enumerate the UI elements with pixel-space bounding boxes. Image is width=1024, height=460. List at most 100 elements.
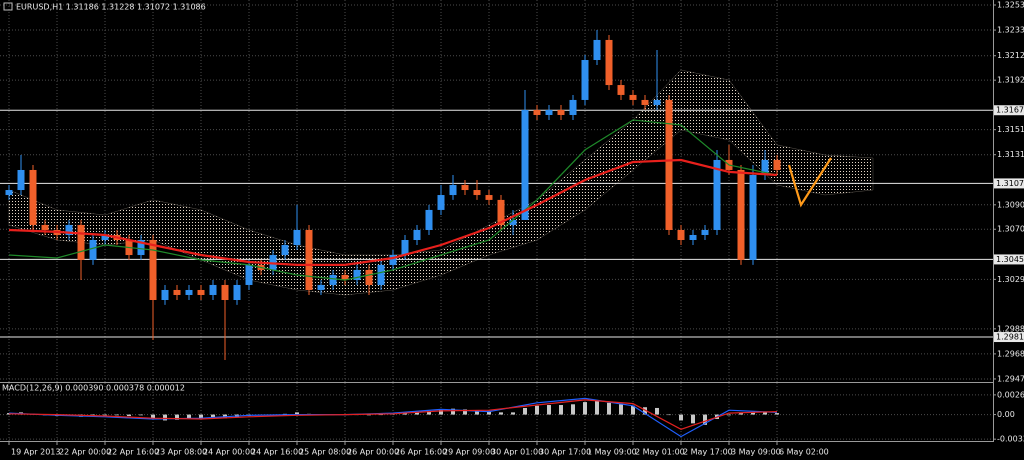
macd-bar — [763, 411, 767, 415]
candle-body — [77, 224, 85, 260]
candle-body — [377, 264, 385, 285]
ma-line — [8, 119, 778, 281]
candle-body — [461, 185, 469, 191]
macd-bar — [295, 412, 299, 415]
x-tick-label: 22 Apr 00:00 — [59, 448, 111, 457]
level-label: 1.30453 — [996, 255, 1024, 264]
y-tick-label: 1.31515 — [997, 125, 1024, 134]
candle-body — [425, 209, 433, 230]
x-tick-label: 26 Apr 00:00 — [347, 448, 399, 457]
macd-label: MACD(12,26,9) 0.000390 0.000378 0.000012 — [2, 384, 185, 393]
level-label: 1.31075 — [996, 179, 1024, 188]
candle-body — [17, 169, 25, 191]
cloud-area — [8, 69, 874, 296]
x-tick-label: 19 Apr 2013 — [11, 448, 60, 457]
macd-bar — [547, 405, 551, 415]
macd-bar — [151, 414, 155, 419]
macd-bar — [139, 414, 143, 416]
macd-bar — [619, 404, 623, 415]
candle-body — [689, 234, 697, 241]
macd-bar — [631, 405, 635, 415]
macd-bar — [403, 413, 407, 415]
x-tick-label: 30 Apr 01:00 — [491, 448, 543, 457]
candle-body — [101, 234, 109, 241]
forecast-line — [787, 157, 832, 208]
y-tick-label: 1.31310 — [997, 150, 1024, 159]
candle-body — [353, 269, 361, 280]
level-label: 1.29818 — [996, 333, 1024, 342]
macd-bar — [571, 404, 575, 415]
y-tick-label: 1.32535 — [997, 1, 1024, 10]
macd-bar — [379, 414, 383, 416]
candle-body — [737, 169, 745, 260]
macd-bar — [679, 414, 683, 421]
macd-line — [8, 397, 778, 438]
plot-layer — [0, 30, 993, 361]
macd-bar — [199, 414, 203, 419]
x-tick-label: 24 Apr 00:00 — [203, 448, 255, 457]
candle-body — [773, 159, 781, 170]
candle-body — [305, 229, 313, 290]
y-tick-label: 1.32120 — [997, 51, 1024, 60]
candle-body — [41, 224, 49, 230]
macd-bar — [487, 410, 491, 415]
macd-bar — [163, 414, 167, 421]
candle-body — [389, 255, 397, 265]
candle-body — [221, 284, 229, 301]
macd-bar — [535, 405, 539, 415]
macd-bar — [463, 409, 467, 415]
macd-bar — [739, 413, 743, 415]
candle-body — [665, 99, 673, 230]
x-tick-label: 1 May 09:00 — [587, 448, 637, 457]
candle-body — [593, 39, 601, 61]
candle-body — [437, 195, 445, 210]
macd-bar — [583, 402, 587, 415]
candle-body — [65, 224, 73, 235]
candle-body — [329, 274, 337, 285]
x-tick-label: 29 Apr 09:00 — [443, 448, 495, 457]
level-label: 1.31674 — [996, 106, 1024, 115]
candle-body — [617, 85, 625, 95]
ma-line — [8, 158, 778, 266]
candle-body — [149, 240, 157, 301]
y-tick-label: 1.30700 — [997, 225, 1024, 234]
candle-body — [605, 39, 613, 86]
macd-line — [8, 399, 778, 430]
candle-body — [641, 99, 649, 105]
candle-body — [5, 190, 13, 196]
macd-bar — [775, 413, 779, 415]
macd-bar — [523, 407, 527, 415]
candle-body — [233, 284, 241, 301]
x-tick-label: 2 May 17:00 — [683, 448, 733, 457]
macd-bar — [451, 408, 455, 415]
macd-bar — [367, 414, 371, 416]
macd-bar — [691, 414, 695, 424]
candle-body — [581, 60, 589, 100]
macd-bar — [751, 412, 755, 415]
candle-body — [449, 185, 457, 196]
macd-bar — [427, 410, 431, 415]
x-tick-label: 6 May 02:00 — [779, 448, 829, 457]
candle-body — [761, 159, 769, 175]
macd-bar — [655, 407, 659, 415]
y-tick-label: -0.00335 — [997, 435, 1024, 444]
x-tick-label: 22 Apr 16:00 — [107, 448, 159, 457]
y-tick-label: 1.30290 — [997, 275, 1024, 284]
candle-body — [161, 289, 169, 301]
candle-body — [545, 109, 553, 115]
macd-bar — [727, 414, 731, 416]
y-tick-label: 0.00 — [997, 410, 1015, 419]
candle-body — [365, 269, 373, 285]
macd-bar — [607, 402, 611, 415]
y-tick-label: 1.31920 — [997, 76, 1024, 85]
candle-body — [173, 289, 181, 295]
macd-bar — [595, 400, 599, 415]
macd-bar — [475, 410, 479, 415]
symbol-icon — [3, 2, 13, 11]
candle-body — [629, 94, 637, 100]
macd-bar — [643, 407, 647, 415]
candle-body — [209, 284, 217, 295]
candle-body — [245, 264, 253, 285]
candle-body — [413, 229, 421, 241]
